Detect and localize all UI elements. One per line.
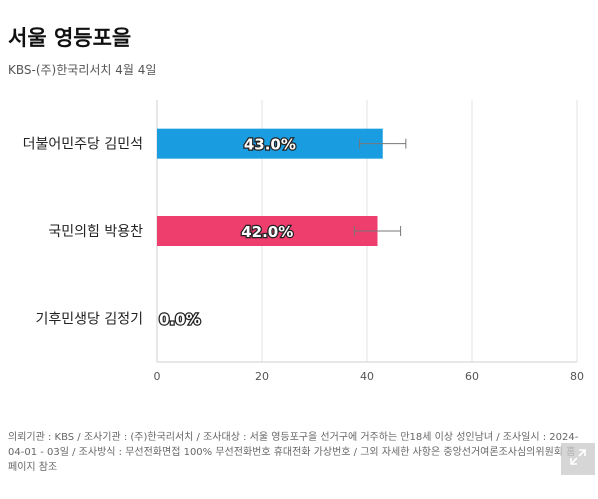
x-tick-label: 40 <box>360 370 374 383</box>
chart-title: 서울 영등포을 <box>8 26 132 50</box>
expand-icon <box>569 447 587 471</box>
x-tick-label: 0 <box>154 370 161 383</box>
x-tick-label: 60 <box>465 370 479 383</box>
bar <box>157 216 378 246</box>
survey-footnote: 의뢰기관 : KBS / 조사기관 : (주)한국리서치 / 조사대상 : 서울… <box>8 432 579 473</box>
expand-button[interactable] <box>561 443 595 475</box>
value-label: 0.0% <box>159 310 201 328</box>
x-tick-label: 80 <box>570 370 584 383</box>
value-label: 43.0% <box>244 136 296 154</box>
chart-subtitle: KBS-(주)한국리서치 4월 4일 <box>8 63 157 77</box>
category-label: 기후민생당 김정기 <box>36 311 144 327</box>
category-label: 더불어민주당 김민석 <box>23 137 143 153</box>
x-tick-label: 20 <box>255 370 269 383</box>
bar <box>157 128 383 159</box>
value-label: 42.0% <box>241 223 293 241</box>
category-label: 국민의힘 박용찬 <box>48 224 143 240</box>
bar-chart: 0 20 40 60 80 더불어민주당 김민석 43.0% 국민의힘 박용찬 42.0% 기후민… <box>23 100 584 383</box>
